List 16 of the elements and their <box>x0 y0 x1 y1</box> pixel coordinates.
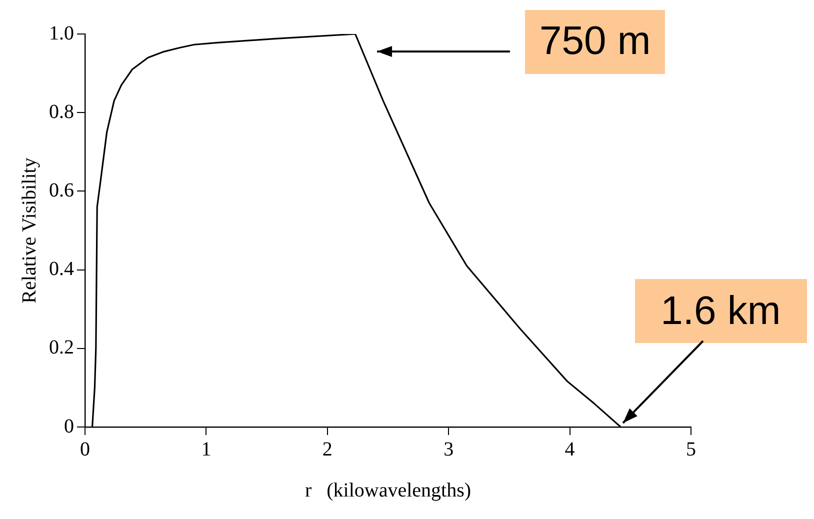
y-axis-title: Relative Visibility <box>18 158 40 304</box>
x-axis-title: r (kilowavelengths) <box>304 479 472 502</box>
x-tick-label: 5 <box>686 438 696 460</box>
annotation: 750 m <box>525 10 666 74</box>
y-tick-label: 0.4 <box>49 258 74 280</box>
y-tick-label: 0 <box>64 415 74 438</box>
y-tick-label: 0.2 <box>49 336 74 359</box>
y-tick-label: 1.0 <box>49 22 74 44</box>
y-tick-label: 0.6 <box>49 179 74 202</box>
x-tick-label: 2 <box>322 438 332 460</box>
y-tick-label: 0.8 <box>49 100 74 123</box>
x-tick-label: 0 <box>80 438 90 460</box>
annotation: 1.6 km <box>634 279 807 343</box>
x-tick-label: 1 <box>201 438 212 460</box>
x-tick-label: 4 <box>564 438 575 460</box>
x-tick-label: 3 <box>444 438 454 460</box>
